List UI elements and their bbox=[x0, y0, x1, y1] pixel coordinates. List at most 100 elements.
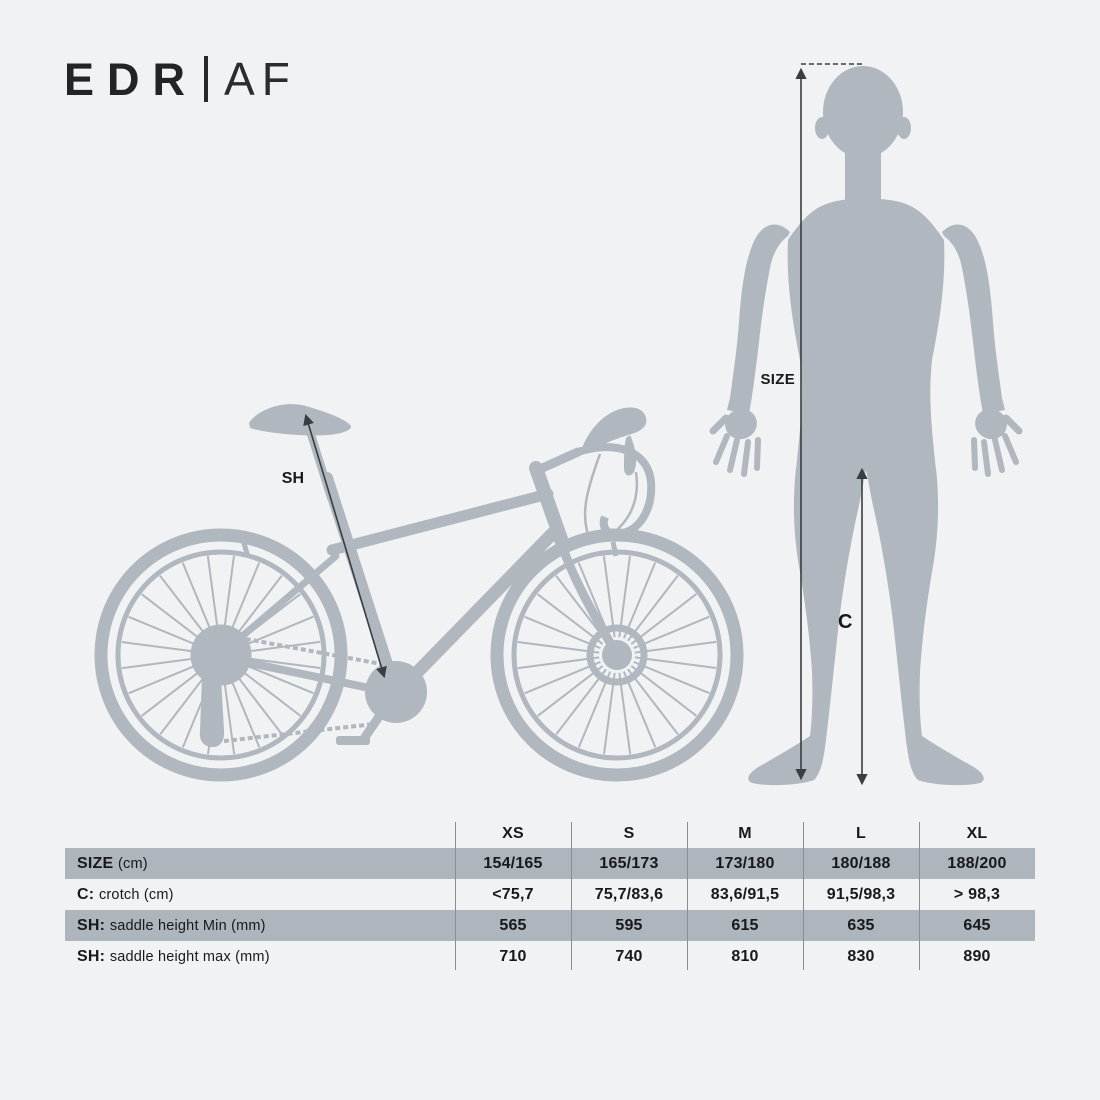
wheel-spoke bbox=[159, 668, 211, 735]
wheel-spoke bbox=[630, 665, 697, 717]
table-cell: 91,5/98,3 bbox=[826, 885, 896, 903]
wheel-spoke bbox=[577, 671, 612, 748]
table-cell: <75,7 bbox=[492, 885, 534, 903]
front-disc-rotor bbox=[586, 624, 648, 686]
wheel-spoke bbox=[630, 593, 697, 645]
crotch-measure-label: C bbox=[838, 611, 853, 633]
table-cell: 635 bbox=[847, 916, 875, 934]
wheel-spoke bbox=[231, 575, 283, 642]
wheel-spoke bbox=[524, 660, 601, 695]
bicycle-silhouette bbox=[94, 404, 744, 782]
column-divider bbox=[803, 822, 804, 970]
wheel-spoke bbox=[622, 671, 657, 748]
wheel-spoke bbox=[517, 656, 600, 670]
shift-cable bbox=[611, 471, 639, 535]
column-header-xs: XS bbox=[502, 825, 524, 842]
column-divider bbox=[687, 822, 688, 970]
wheel-spoke bbox=[226, 562, 261, 639]
front-wheel bbox=[490, 528, 744, 782]
size-measure-label: SIZE bbox=[760, 371, 795, 388]
handlebar bbox=[576, 407, 656, 541]
rear-derailleur bbox=[199, 667, 225, 748]
table-row: SH: saddle height max (mm) 710 740 810 830 89… bbox=[65, 941, 1035, 972]
wheel-spoke bbox=[128, 660, 205, 695]
left-arm bbox=[727, 224, 790, 414]
table-cell: 810 bbox=[731, 947, 759, 965]
logo-brand-text: EDR bbox=[64, 53, 199, 105]
logo-model-text: AF bbox=[224, 53, 297, 105]
size-table-header: XS S M L XL bbox=[65, 820, 1035, 848]
table-cell: 180/188 bbox=[831, 854, 891, 872]
head bbox=[823, 66, 903, 158]
head-tube bbox=[529, 461, 569, 549]
table-cell: 165/173 bbox=[599, 854, 659, 872]
stem bbox=[533, 447, 583, 475]
torso bbox=[787, 198, 945, 470]
row-label: SIZE (cm) bbox=[77, 854, 148, 872]
wheel-spoke bbox=[517, 641, 600, 654]
logo-separator-bar bbox=[204, 56, 209, 102]
table-cell: 83,6/91,5 bbox=[710, 885, 780, 903]
wheel-spoke bbox=[618, 672, 632, 755]
fork bbox=[555, 535, 617, 651]
table-row: SH: saddle height Min (mm) 565 595 615 635 64… bbox=[65, 910, 1035, 941]
brake-hood bbox=[582, 407, 647, 452]
table-row: SIZE (cm) 154/165 165/173 173/180 180/188 188… bbox=[65, 848, 1035, 879]
table-cell: 890 bbox=[963, 947, 991, 965]
chain-bottom bbox=[215, 722, 375, 744]
table-cell: 615 bbox=[731, 916, 759, 934]
measurement-marks bbox=[303, 63, 868, 786]
brand-logo: EDR AF bbox=[64, 56, 297, 102]
column-divider bbox=[919, 822, 920, 970]
table-cell: 565 bbox=[499, 916, 527, 934]
row-label: C: crotch (cm) bbox=[77, 885, 174, 903]
table-cell: 154/165 bbox=[483, 854, 543, 872]
wheel-spoke bbox=[222, 555, 235, 638]
size-table-body: SIZE (cm) 154/165 165/173 173/180 180/188 188… bbox=[65, 848, 1035, 972]
wheel-spoke bbox=[141, 593, 208, 645]
brake-cable bbox=[583, 453, 602, 541]
wheel-spoke bbox=[234, 665, 301, 717]
wheel-spoke bbox=[524, 615, 601, 650]
wheel-spoke bbox=[622, 562, 657, 639]
wheel-spoke bbox=[141, 665, 208, 717]
rear-valve bbox=[241, 542, 251, 558]
column-header-m: M bbox=[738, 825, 752, 842]
table-cell: 75,7/83,6 bbox=[594, 885, 664, 903]
wheel-spoke bbox=[537, 593, 604, 645]
wheel-spoke bbox=[602, 555, 616, 638]
wheel-spoke bbox=[603, 672, 616, 755]
pedal bbox=[336, 736, 370, 745]
down-tube bbox=[393, 527, 559, 697]
wheel-spoke bbox=[121, 656, 204, 670]
wheel-spoke bbox=[633, 660, 710, 695]
table-row: C: crotch (cm) <75,7 75,7/83,6 83,6/91,5 91,… bbox=[65, 879, 1035, 910]
row-label: SH: saddle height max (mm) bbox=[77, 947, 270, 965]
left-hand bbox=[709, 408, 761, 477]
right-ear bbox=[897, 117, 911, 139]
wheel-spoke bbox=[237, 615, 314, 650]
row-label: SH: saddle height Min (mm) bbox=[77, 916, 266, 934]
wheel-spoke bbox=[555, 668, 607, 735]
table-cell: 173/180 bbox=[715, 854, 775, 872]
size-table: XS S M L XL SIZE (cm) 154/165 165/173 173/180 18… bbox=[65, 820, 1035, 972]
brake-lever bbox=[624, 435, 637, 476]
top-tube bbox=[326, 488, 554, 556]
wheel-spoke bbox=[181, 562, 216, 639]
right-arm bbox=[942, 224, 1005, 414]
human-silhouette bbox=[709, 66, 1023, 786]
column-header-l: L bbox=[856, 825, 866, 842]
wheel-spoke bbox=[128, 615, 205, 650]
drop-bar bbox=[576, 443, 656, 539]
wheel-spoke bbox=[121, 641, 204, 654]
column-header-s: S bbox=[623, 825, 635, 842]
wheel-spoke bbox=[231, 668, 283, 735]
column-header-xl: XL bbox=[966, 825, 988, 842]
wheel-spoke bbox=[206, 555, 220, 638]
saddle-height-measure-label: SH bbox=[281, 470, 304, 487]
wheel-spoke bbox=[618, 555, 631, 638]
wheel-spoke bbox=[159, 575, 211, 642]
wheel-spoke bbox=[634, 640, 717, 654]
crank-arm bbox=[358, 687, 401, 745]
